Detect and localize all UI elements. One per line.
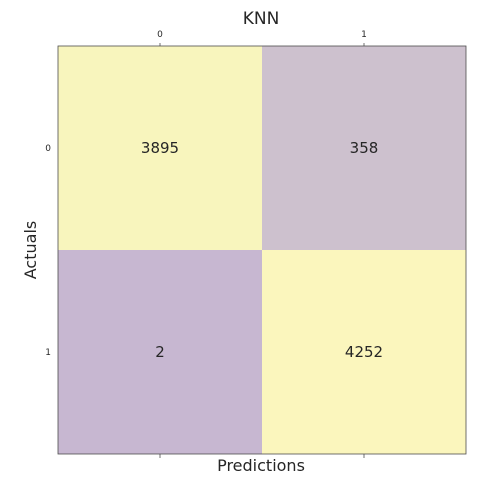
y-tick-label: 1	[45, 348, 51, 358]
y-axis-label: Actuals	[21, 221, 40, 279]
cell-value-label-r0-c1: 358	[350, 139, 379, 157]
cell-value-label-r1-c1: 4252	[345, 343, 383, 361]
cell-value-label-r1-c0: 2	[155, 343, 165, 361]
plot-frame	[57, 45, 467, 455]
chart-title: KNN	[243, 9, 280, 29]
x-axis-label: Predictions	[217, 456, 305, 475]
heatmap-cell-r1-c0	[58, 250, 262, 454]
heatmap-cell-r0-c1	[262, 46, 466, 250]
x-tick-label: 0	[157, 30, 163, 40]
cell-value-label-r0-c0: 3895	[141, 139, 179, 157]
y-tick-label: 0	[45, 144, 51, 154]
heatmap-cell-r0-c0	[58, 46, 262, 250]
x-tick-label: 1	[361, 30, 367, 40]
axis-ticks: 0 1 0 1	[45, 30, 367, 458]
heatmap-cell-r1-c1	[262, 250, 466, 454]
heatmap-cells: 3895 358 2 4252	[58, 46, 466, 454]
